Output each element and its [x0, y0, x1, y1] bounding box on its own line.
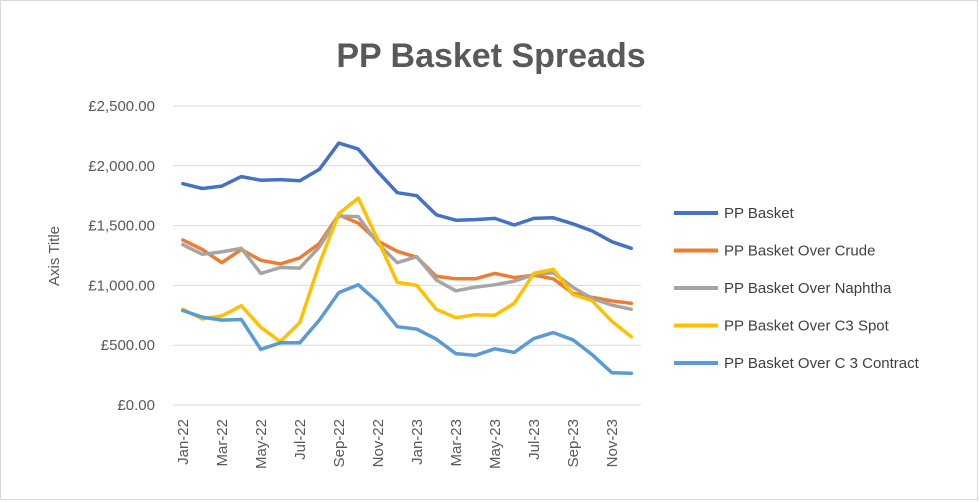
legend-label: PP Basket Over C 3 Contract — [724, 355, 920, 372]
legend-item: PP Basket Over Crude — [674, 243, 875, 260]
legend-item: PP Basket Over C 3 Contract — [674, 355, 920, 372]
x-axis-ticks: Jan-22 Mar-22 May-22 Jul-22 Sep-22 Nov-22 Jan-… — [175, 419, 621, 469]
x-tick-label: May-23 — [487, 419, 504, 469]
y-tick-label: £500.00 — [101, 337, 155, 354]
legend-item: PP Basket — [674, 205, 795, 222]
y-tick-label: £1,000.00 — [88, 277, 155, 294]
x-tick-label: Jan-22 — [175, 419, 192, 465]
x-tick-label: Nov-22 — [370, 419, 387, 467]
series-line-3 — [181, 214, 634, 312]
legend-label: PP Basket Over Naphtha — [724, 280, 892, 297]
legend-item: PP Basket Over C3 Spot — [674, 318, 890, 335]
y-tick-label: £0.00 — [117, 397, 155, 414]
x-tick-label: Sep-22 — [331, 419, 348, 467]
x-tick-label: Mar-23 — [448, 419, 465, 467]
y-axis-title: Axis Title — [46, 226, 63, 286]
y-axis-ticks: £0.00 £500.00 £1,000.00 £1,500.00 £2,000.00 £… — [88, 98, 155, 414]
y-tick-label: £2,500.00 — [88, 98, 155, 115]
series-line-1 — [181, 141, 634, 251]
series-line-5 — [181, 283, 634, 376]
chart-title: PP Basket Spreads — [336, 37, 645, 75]
series-lines — [181, 141, 634, 376]
x-tick-label: Nov-23 — [604, 419, 621, 467]
legend-label: PP Basket Over Crude — [724, 243, 875, 260]
series-line-2 — [181, 213, 634, 306]
legend-label: PP Basket Over C3 Spot — [724, 318, 890, 335]
x-tick-label: Jan-23 — [409, 419, 426, 465]
x-tick-label: Jul-22 — [292, 419, 309, 460]
x-tick-label: May-22 — [253, 419, 270, 469]
x-tick-label: Mar-22 — [214, 419, 231, 467]
x-tick-label: Sep-23 — [565, 419, 582, 467]
y-tick-label: £1,500.00 — [88, 218, 155, 235]
legend-item: PP Basket Over Naphtha — [674, 280, 892, 297]
y-tick-label: £2,000.00 — [88, 158, 155, 175]
x-tick-label: Jul-23 — [526, 419, 543, 460]
legend: PP Basket PP Basket Over Crude PP Basket O… — [674, 205, 920, 372]
series-line-4 — [181, 196, 634, 344]
legend-label: PP Basket — [724, 205, 795, 222]
